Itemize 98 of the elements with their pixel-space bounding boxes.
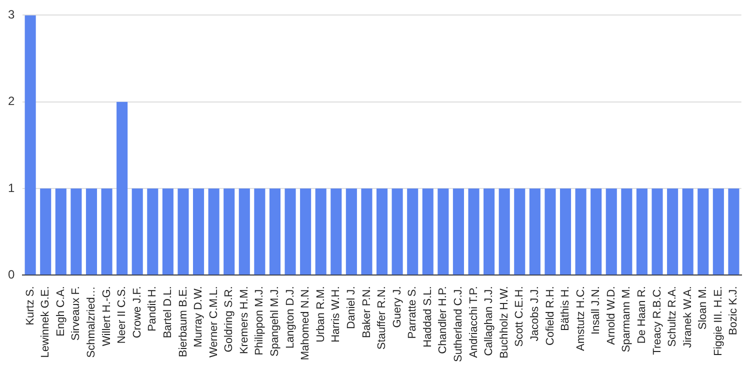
bar <box>132 188 143 275</box>
x-tick-label: Sutherland C.J. <box>452 286 465 362</box>
x-tick-label: Insall J.N. <box>590 286 602 334</box>
bar <box>590 188 602 275</box>
x-tick-label: Lewinnek G.E. <box>40 286 52 358</box>
bar <box>682 188 694 275</box>
bar <box>712 188 724 275</box>
bar <box>269 188 281 275</box>
bar <box>238 188 250 275</box>
bar <box>315 188 326 275</box>
bar <box>55 188 66 275</box>
bar <box>544 188 556 275</box>
bar <box>636 188 648 275</box>
bar <box>330 188 342 275</box>
x-tick-label: Schultz R.A. <box>666 286 679 347</box>
bar <box>575 188 586 275</box>
x-tick-label: Mahomed N.N. <box>300 286 312 360</box>
bar <box>193 188 204 275</box>
bar <box>438 188 449 275</box>
x-tick-label: Treacy R.B.C. <box>651 286 664 355</box>
bar <box>529 188 540 275</box>
x-tick-label: Philippon M.J. <box>254 286 266 356</box>
x-tick-label: Crowe J.F. <box>131 286 144 338</box>
x-tick-label: Guery J. <box>391 286 404 328</box>
x-tick-label: Callaghan J.J. <box>483 286 496 356</box>
x-tick-label: Harris W.H. <box>330 286 342 342</box>
bar <box>560 188 572 275</box>
x-tick-label: Arnold W.D. <box>605 286 618 345</box>
x-tick-label: Bozic K.J. <box>728 286 740 336</box>
bar <box>254 188 266 275</box>
y-tick-label: 1 <box>8 180 15 195</box>
x-tick-label: Urban R.M. <box>314 286 327 342</box>
bar <box>162 188 174 275</box>
x-tick-label: Neer II C.S. <box>116 286 128 344</box>
x-tick-label: Daniel J. <box>345 286 358 329</box>
x-tick-label: Sloan M. <box>697 286 710 330</box>
bar <box>468 188 480 275</box>
bar <box>621 188 632 275</box>
bar <box>224 188 235 275</box>
bar <box>346 188 357 275</box>
x-tick-label: Bartel D.L. <box>162 286 174 338</box>
bar <box>728 188 740 275</box>
bar <box>70 188 82 275</box>
x-tick-label: Pandit H. <box>146 286 159 332</box>
bar <box>652 188 663 275</box>
bar <box>407 188 418 275</box>
x-tick-label: Baker P.N. <box>360 286 373 338</box>
bar <box>284 188 296 275</box>
y-tick-label: 0 <box>8 267 15 282</box>
x-tick-label: De Haan R. <box>636 286 648 344</box>
x-tick-label: Sparmann M. <box>620 286 633 352</box>
x-tick-label: Willert H.-G. <box>100 286 113 346</box>
y-tick-label: 2 <box>8 94 15 108</box>
bar <box>24 15 36 275</box>
x-tick-label: Andriacchi T.P. <box>468 286 480 358</box>
x-tick-label: Haddad S.L. <box>422 286 434 348</box>
bar <box>484 188 495 275</box>
bar <box>498 188 510 275</box>
bar <box>116 102 128 275</box>
bar <box>514 188 526 275</box>
bar <box>606 188 617 275</box>
x-tick-label: Cofield R.H. <box>544 286 556 346</box>
x-tick-label: Langton D.J. <box>284 286 296 349</box>
x-tick-label: Chandler H.P. <box>437 286 450 354</box>
x-tick-label: Jacobs J.J. <box>528 286 541 342</box>
x-tick-label: Kurtz S. <box>24 286 36 326</box>
bar <box>178 188 189 275</box>
bar <box>452 188 464 275</box>
x-tick-label: Goldring S.R. <box>223 286 236 352</box>
x-tick-label: Scott C.E.H. <box>514 286 526 347</box>
bar <box>392 188 403 275</box>
x-tick-label: Parratte S. <box>406 286 419 339</box>
x-tick-label: Buchholz H.W. <box>498 286 510 358</box>
bar <box>40 188 52 275</box>
bar <box>361 188 372 275</box>
bar <box>101 188 112 275</box>
x-tick-label: Amstutz H.C. <box>574 286 587 351</box>
x-tick-label: Jiranek W.A. <box>682 286 694 348</box>
x-tick-label: Figgie III. H.E. <box>712 286 724 356</box>
bar <box>208 188 220 275</box>
y-tick-label: 3 <box>8 8 15 22</box>
x-tick-label: Bierbaum B.E. <box>177 286 190 358</box>
x-tick-label: Bäthis H. <box>560 286 572 331</box>
x-tick-label: Stauffer R.N. <box>376 286 388 350</box>
x-tick-label: Engh C.A. <box>54 286 67 336</box>
x-tick-label: Schmalzried… <box>86 286 98 358</box>
x-tick-label: Sirveaux F. <box>70 286 82 341</box>
x-tick-label: Kremers H.M. <box>238 286 250 354</box>
x-tick-label: Spangehl M.J. <box>269 286 282 357</box>
x-tick-label: Murray D.W. <box>192 286 205 348</box>
x-tick-label: Werner C.M.L. <box>208 286 220 358</box>
bar <box>86 188 98 275</box>
bar <box>667 188 678 275</box>
bar <box>300 188 312 275</box>
bar <box>376 188 388 275</box>
bar <box>422 188 434 275</box>
bar <box>147 188 158 275</box>
bar <box>698 188 709 275</box>
